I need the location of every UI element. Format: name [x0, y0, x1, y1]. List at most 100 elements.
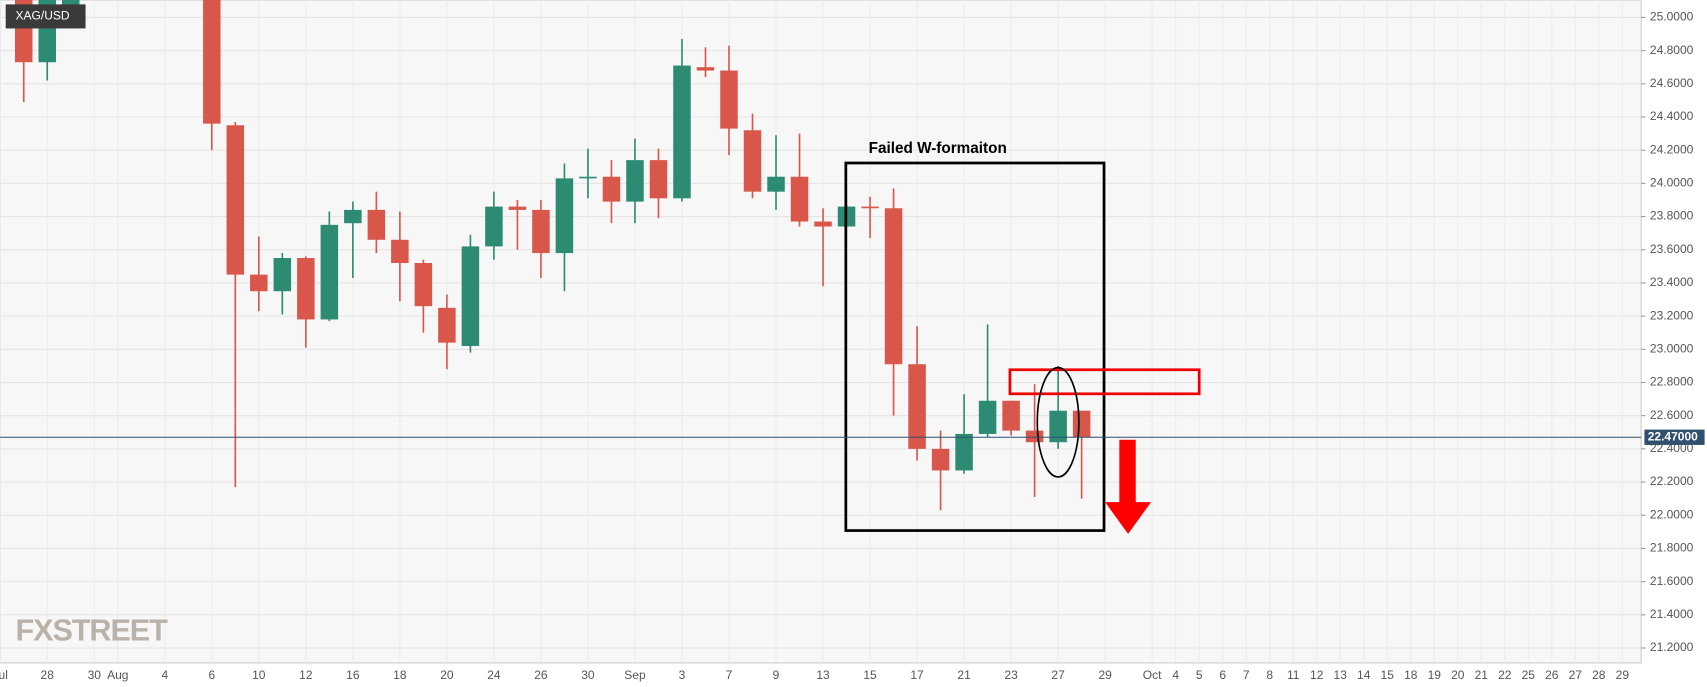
x-tick-label: 6	[1219, 668, 1226, 682]
x-tick-label: 28	[41, 668, 55, 682]
x-tick-label: Oct	[1143, 668, 1162, 682]
candle-body	[908, 364, 926, 449]
candle-body	[391, 239, 409, 264]
y-tick-label: 21.6000	[1650, 574, 1694, 588]
x-tick-label: 6	[208, 668, 215, 682]
candle-body	[720, 70, 738, 129]
candle-body	[414, 263, 433, 307]
x-tick-label: 24	[487, 668, 501, 682]
candle-body	[532, 209, 550, 254]
candle-body	[767, 176, 785, 192]
y-tick-label: 24.2000	[1650, 142, 1694, 156]
x-tick-label: 26	[534, 668, 548, 682]
x-tick-label: 16	[346, 668, 360, 682]
highlight-ellipse	[1036, 366, 1080, 478]
plot-area	[0, 0, 1642, 664]
candle-body	[602, 176, 621, 202]
x-tick-label: 22	[1498, 668, 1512, 682]
symbol-box	[5, 4, 86, 29]
candle-body	[1049, 410, 1067, 443]
annotation: Failed W-formaiton	[869, 140, 1007, 157]
candle-body	[814, 221, 832, 227]
x-tick-label: 12	[299, 668, 313, 682]
x-tick-label: 27	[1051, 668, 1065, 682]
x-tick-label: 7	[1243, 668, 1250, 682]
candle-body	[555, 178, 574, 254]
y-tick-label: 25.0000	[1650, 10, 1694, 24]
x-tick-label: 21	[957, 668, 971, 682]
x-tick-label: Aug	[107, 668, 128, 682]
candle-body	[461, 246, 480, 346]
candle-body	[250, 274, 268, 292]
x-tick-label: 15	[1381, 668, 1395, 682]
candle-body	[626, 160, 644, 202]
candle-body	[743, 130, 762, 192]
candle-body	[931, 448, 950, 471]
candle-body	[696, 67, 715, 71]
y-tick-label: 24.6000	[1650, 76, 1694, 90]
candle-body	[297, 258, 315, 320]
x-tick-label: 4	[1172, 668, 1179, 682]
y-tick-label: 22.8000	[1650, 375, 1694, 389]
x-tick-label: 15	[863, 668, 877, 682]
candle-body	[273, 258, 292, 292]
x-tick-label: 25	[1522, 668, 1536, 682]
x-tick-label: 30	[581, 668, 595, 682]
y-tick-label: 22.6000	[1650, 408, 1694, 422]
y-tick-label: 21.2000	[1650, 640, 1694, 654]
x-tick-label: 19	[1428, 668, 1442, 682]
candle-body	[508, 206, 527, 210]
y-tick-label: 21.4000	[1650, 607, 1694, 621]
candle-body	[320, 224, 339, 320]
y-tick-label: 23.6000	[1650, 242, 1694, 256]
x-tick-label: 8	[1266, 668, 1273, 682]
candle-body	[579, 176, 597, 179]
x-tick-label: 28	[1592, 668, 1606, 682]
y-tick-label: 21.8000	[1650, 541, 1694, 555]
resistance-box	[1008, 368, 1201, 396]
candle-body	[1002, 400, 1020, 431]
x-tick-label: 10	[252, 668, 266, 682]
y-tick-label: 23.8000	[1650, 209, 1694, 223]
candle-body	[649, 160, 668, 199]
candle-body	[203, 0, 221, 124]
x-tick-label: 20	[440, 668, 454, 682]
candle-body	[367, 209, 386, 240]
x-tick-label: 14	[1357, 668, 1371, 682]
candle-body	[861, 206, 879, 209]
candle-body	[1025, 430, 1044, 443]
x-tick-label: 29	[1616, 668, 1630, 682]
current-price-label: 22.47000	[1648, 429, 1698, 443]
x-tick-label: 29	[1098, 668, 1112, 682]
y-tick-label: 24.4000	[1650, 109, 1694, 123]
arrow-shaft	[1119, 439, 1136, 504]
y-tick-label: 23.2000	[1650, 308, 1694, 322]
x-tick-label: 11	[1287, 668, 1300, 682]
y-tick-label: 23.4000	[1650, 275, 1694, 289]
candle-body	[438, 307, 456, 343]
x-tick-label: 23	[1004, 668, 1018, 682]
x-tick-label: 26	[1545, 668, 1559, 682]
x-tick-label: 18	[1404, 668, 1418, 682]
symbol: XAG/USD	[16, 9, 70, 23]
candle-body	[955, 433, 973, 471]
watermark: FXSTREET	[16, 613, 169, 647]
x-tick-label: 5	[1196, 668, 1203, 682]
x-tick-label: 18	[393, 668, 407, 682]
overlay: Failed W-formaiton XAG/USD FXSTREET 22.4…	[0, 4, 1705, 647]
x-tick-label: Jul	[0, 668, 8, 682]
current-price-box	[1644, 429, 1705, 445]
x-tick-label: 13	[816, 668, 830, 682]
y-tick-label: 24.8000	[1650, 43, 1694, 57]
formation-box	[844, 161, 1106, 532]
y-tick-label: 24.0000	[1650, 176, 1694, 190]
x-tick-label: 3	[679, 668, 686, 682]
x-tick-label: 13	[1334, 668, 1348, 682]
x-tick-label: 4	[161, 668, 168, 682]
x-tick-label: Sep	[624, 668, 646, 682]
x-tick-label: 27	[1569, 668, 1583, 682]
candle-body	[1072, 410, 1091, 438]
y-tick-label: 23.0000	[1650, 341, 1694, 355]
y-tick-label: 22.2000	[1650, 474, 1694, 488]
